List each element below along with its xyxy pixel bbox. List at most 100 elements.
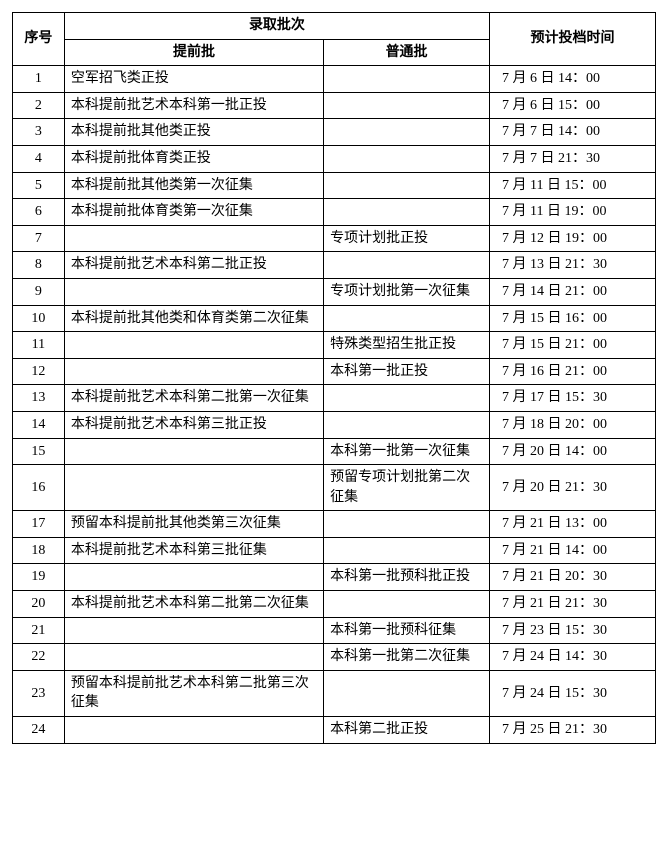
- table-row: 2本科提前批艺术本科第一批正投 7 月 6 日 15：00: [13, 92, 656, 119]
- cell-early-batch: [64, 717, 323, 744]
- table-row: 9专项计划批第一次征集7 月 14 日 21：00: [13, 278, 656, 305]
- table-row: 16预留专项计划批第二次征集7 月 20 日 21：30: [13, 465, 656, 511]
- cell-seq: 8: [13, 252, 65, 279]
- header-col-b: 普通批: [324, 39, 490, 66]
- cell-regular-batch: 本科第一批正投: [324, 358, 490, 385]
- cell-time: 7 月 21 日 14：00: [490, 537, 656, 564]
- cell-seq: 3: [13, 119, 65, 146]
- cell-early-batch: 本科提前批其他类第一次征集: [64, 172, 323, 199]
- table-row: 21本科第一批预科征集7 月 23 日 15：30: [13, 617, 656, 644]
- table-header: 序号 录取批次 预计投档时间 提前批 普通批: [13, 13, 656, 66]
- cell-early-batch: [64, 225, 323, 252]
- cell-seq: 1: [13, 66, 65, 93]
- table-row: 17预留本科提前批其他类第三次征集 7 月 21 日 13：00: [13, 511, 656, 538]
- cell-seq: 9: [13, 278, 65, 305]
- cell-seq: 13: [13, 385, 65, 412]
- cell-early-batch: [64, 465, 323, 511]
- admission-schedule-table: 序号 录取批次 预计投档时间 提前批 普通批 1空军招飞类正投 7 月 6 日 1…: [12, 12, 656, 744]
- cell-time: 7 月 20 日 14：00: [490, 438, 656, 465]
- cell-regular-batch: 专项计划批正投: [324, 225, 490, 252]
- cell-seq: 22: [13, 644, 65, 671]
- table-row: 15本科第一批第一次征集7 月 20 日 14：00: [13, 438, 656, 465]
- cell-regular-batch: [324, 199, 490, 226]
- cell-regular-batch: [324, 92, 490, 119]
- cell-seq: 15: [13, 438, 65, 465]
- cell-seq: 21: [13, 617, 65, 644]
- cell-seq: 14: [13, 411, 65, 438]
- cell-time: 7 月 24 日 15：30: [490, 670, 656, 716]
- cell-time: 7 月 6 日 14：00: [490, 66, 656, 93]
- cell-seq: 20: [13, 591, 65, 618]
- table-row: 10本科提前批其他类和体育类第二次征集7 月 15 日 16：00: [13, 305, 656, 332]
- table-row: 11 特殊类型招生批正投7 月 15 日 21：00: [13, 332, 656, 359]
- cell-seq: 19: [13, 564, 65, 591]
- cell-regular-batch: 特殊类型招生批正投: [324, 332, 490, 359]
- cell-regular-batch: [324, 252, 490, 279]
- cell-early-batch: [64, 278, 323, 305]
- table-row: 14本科提前批艺术本科第三批正投7 月 18 日 20：00: [13, 411, 656, 438]
- cell-early-batch: 本科提前批艺术本科第一批正投: [64, 92, 323, 119]
- header-seq: 序号: [13, 13, 65, 66]
- header-col-a: 提前批: [64, 39, 323, 66]
- header-time: 预计投档时间: [490, 13, 656, 66]
- cell-time: 7 月 7 日 14：00: [490, 119, 656, 146]
- cell-seq: 11: [13, 332, 65, 359]
- cell-time: 7 月 12 日 19：00: [490, 225, 656, 252]
- cell-seq: 2: [13, 92, 65, 119]
- cell-time: 7 月 16 日 21：00: [490, 358, 656, 385]
- cell-early-batch: [64, 564, 323, 591]
- cell-early-batch: 本科提前批艺术本科第二批正投: [64, 252, 323, 279]
- cell-time: 7 月 17 日 15：30: [490, 385, 656, 412]
- cell-regular-batch: 本科第一批第二次征集: [324, 644, 490, 671]
- table-body: 1空军招飞类正投 7 月 6 日 14：00 2本科提前批艺术本科第一批正投 7 月 …: [13, 66, 656, 743]
- cell-time: 7 月 11 日 15：00: [490, 172, 656, 199]
- cell-seq: 6: [13, 199, 65, 226]
- table-row: 5本科提前批其他类第一次征集 7 月 11 日 15：00: [13, 172, 656, 199]
- cell-time: 7 月 15 日 16：00: [490, 305, 656, 332]
- cell-seq: 4: [13, 145, 65, 172]
- cell-seq: 5: [13, 172, 65, 199]
- cell-time: 7 月 21 日 21：30: [490, 591, 656, 618]
- cell-time: 7 月 21 日 13：00: [490, 511, 656, 538]
- cell-time: 7 月 24 日 14：30: [490, 644, 656, 671]
- cell-time: 7 月 6 日 15：00: [490, 92, 656, 119]
- cell-regular-batch: [324, 537, 490, 564]
- cell-time: 7 月 20 日 21：30: [490, 465, 656, 511]
- cell-regular-batch: [324, 145, 490, 172]
- cell-early-batch: [64, 332, 323, 359]
- cell-seq: 18: [13, 537, 65, 564]
- table-row: 23预留本科提前批艺术本科第二批第三次征集7 月 24 日 15：30: [13, 670, 656, 716]
- cell-regular-batch: 本科第一批预科征集: [324, 617, 490, 644]
- cell-regular-batch: [324, 591, 490, 618]
- cell-seq: 17: [13, 511, 65, 538]
- table-row: 12本科第一批正投7 月 16 日 21：00: [13, 358, 656, 385]
- table-row: 8本科提前批艺术本科第二批正投 7 月 13 日 21：30: [13, 252, 656, 279]
- table-row: 20本科提前批艺术本科第二批第二次征集 7 月 21 日 21：30: [13, 591, 656, 618]
- cell-early-batch: 预留本科提前批其他类第三次征集: [64, 511, 323, 538]
- cell-early-batch: 预留本科提前批艺术本科第二批第三次征集: [64, 670, 323, 716]
- cell-regular-batch: [324, 305, 490, 332]
- cell-time: 7 月 13 日 21：30: [490, 252, 656, 279]
- cell-early-batch: 本科提前批体育类正投: [64, 145, 323, 172]
- table-row: 4本科提前批体育类正投7 月 7 日 21：30: [13, 145, 656, 172]
- table-row: 7专项计划批正投7 月 12 日 19：00: [13, 225, 656, 252]
- cell-regular-batch: [324, 411, 490, 438]
- cell-regular-batch: 预留专项计划批第二次征集: [324, 465, 490, 511]
- cell-regular-batch: [324, 119, 490, 146]
- cell-early-batch: [64, 617, 323, 644]
- cell-time: 7 月 15 日 21：00: [490, 332, 656, 359]
- cell-early-batch: 本科提前批艺术本科第二批第二次征集: [64, 591, 323, 618]
- table-row: 6本科提前批体育类第一次征集7 月 11 日 19：00: [13, 199, 656, 226]
- cell-early-batch: [64, 358, 323, 385]
- cell-time: 7 月 18 日 20：00: [490, 411, 656, 438]
- header-group: 录取批次: [64, 13, 489, 40]
- cell-regular-batch: 本科第一批预科批正投: [324, 564, 490, 591]
- cell-regular-batch: [324, 172, 490, 199]
- cell-early-batch: [64, 644, 323, 671]
- cell-regular-batch: 专项计划批第一次征集: [324, 278, 490, 305]
- cell-early-batch: 空军招飞类正投: [64, 66, 323, 93]
- cell-regular-batch: [324, 385, 490, 412]
- table-row: 13本科提前批艺术本科第二批第一次征集7 月 17 日 15：30: [13, 385, 656, 412]
- cell-early-batch: 本科提前批其他类正投: [64, 119, 323, 146]
- cell-time: 7 月 21 日 20：30: [490, 564, 656, 591]
